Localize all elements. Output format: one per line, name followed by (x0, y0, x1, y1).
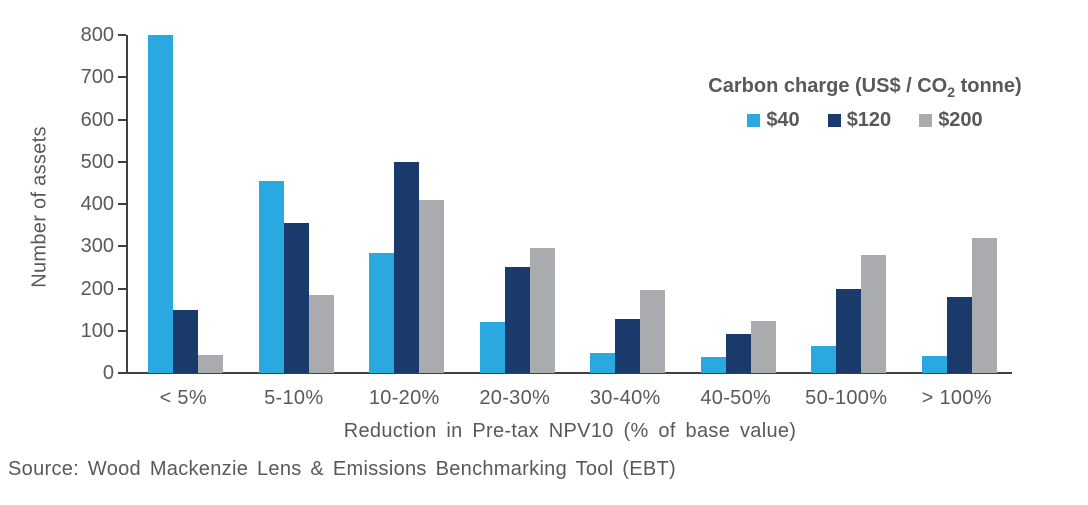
legend-item-label: $120 (846, 109, 892, 131)
bar-group-10-20- (349, 35, 460, 373)
bar-group-30-40- (570, 35, 681, 373)
bar-40-50-100- (811, 345, 836, 373)
bar-120-40-50- (725, 334, 751, 373)
bar-group-20-30- (460, 35, 571, 373)
x-axis-tick-label: 10-20% (368, 387, 440, 409)
bar-120-5-10- (283, 223, 309, 373)
bar-40-30-40- (590, 352, 615, 373)
y-axis-tick-label: 300 (80, 235, 114, 258)
y-axis-tick-label: 0 (102, 362, 114, 384)
bar-200-50-100- (861, 254, 886, 373)
y-axis-tick-label: 500 (80, 150, 114, 173)
y-axis-tick (118, 203, 126, 205)
bar-120-20-30- (504, 267, 530, 373)
bar-120--100- (946, 296, 972, 373)
bar-120--5- (173, 310, 198, 373)
bar-group--5- (128, 35, 239, 373)
y-axis-tick (118, 76, 126, 79)
bar-40-10-20- (369, 253, 394, 373)
bar-40-40-50- (700, 357, 726, 373)
bar-200-30-40- (640, 289, 665, 373)
x-axis-title: Reduction in Pre-tax NPV10 (% of base va… (343, 420, 797, 442)
legend-item-label: $40 (766, 109, 800, 131)
legend-item-40: $40 (747, 109, 800, 132)
x-axis-tick-label: 5-10% (264, 387, 324, 409)
bar-120-50-100- (836, 288, 861, 373)
x-axis-tick-label: 40-50% (700, 387, 772, 409)
legend-item-label: $200 (938, 109, 983, 131)
bar-group--100- (902, 35, 1013, 373)
x-axis-line (126, 372, 1012, 374)
bar-group-40-50- (681, 35, 792, 373)
bar-200-20-30- (529, 248, 555, 373)
y-axis-tick (118, 160, 126, 163)
y-axis-tick (118, 118, 126, 121)
legend-swatch-icon (919, 114, 933, 127)
legend-title-main: Carbon charge (US$ / CO (708, 75, 948, 97)
y-axis-tick-label: 400 (80, 193, 114, 215)
y-axis-tick (118, 372, 126, 374)
bar-40--100- (921, 356, 947, 373)
bar-200-5-10- (308, 294, 334, 373)
y-axis-line (126, 35, 128, 374)
source-note: Source: Wood Mackenzie Lens & Emissions … (8, 458, 676, 480)
y-axis-tick-label: 700 (80, 66, 114, 89)
y-axis-tick-label: 100 (80, 319, 114, 342)
legend-item-120: $120 (827, 109, 892, 132)
y-axis-title: Number of assets (28, 126, 51, 288)
bar-40-5-10- (258, 180, 284, 373)
bar-40--5- (148, 35, 173, 373)
legend: Carbon charge (US$ / CO2 tonne) $40 $120 $… (655, 75, 1075, 132)
legend-title: Carbon charge (US$ / CO2 tonne) (708, 75, 1021, 100)
y-axis-tick-label: 200 (80, 277, 114, 300)
legend-swatch-icon (747, 114, 761, 127)
bar-group-5-10- (239, 35, 350, 373)
legend-swatch-icon (827, 114, 841, 127)
legend-item-200: $200 (919, 109, 983, 132)
y-axis-tick (118, 329, 126, 332)
bar-200-10-20- (419, 199, 444, 373)
bar-120-10-20- (394, 161, 419, 373)
y-axis-tick-label: 600 (80, 108, 114, 131)
x-axis-tick-label: 20-30% (479, 387, 551, 409)
y-axis-tick (118, 34, 126, 36)
bar-group-50-100- (791, 35, 902, 373)
bar-40-20-30- (479, 322, 505, 373)
legend-title-subscript: 2 (947, 84, 956, 100)
bar-120-30-40- (615, 318, 640, 373)
y-axis-tick (118, 245, 126, 248)
y-axis-tick-label: 800 (80, 24, 114, 46)
bar-200--100- (971, 237, 997, 373)
x-axis-tick-label: 30-40% (589, 387, 661, 409)
y-axis-tick (118, 287, 126, 290)
legend-title-tail: tonne) (955, 75, 1022, 97)
bar-200-40-50- (750, 321, 776, 373)
x-axis-tick-label: < 5% (159, 387, 207, 409)
x-axis-tick-label: > 100% (921, 387, 992, 409)
bar-200--5- (198, 355, 223, 373)
legend-items: $40 $120 $200 (747, 109, 983, 132)
x-axis-tick-label: 50-100% (805, 387, 888, 409)
